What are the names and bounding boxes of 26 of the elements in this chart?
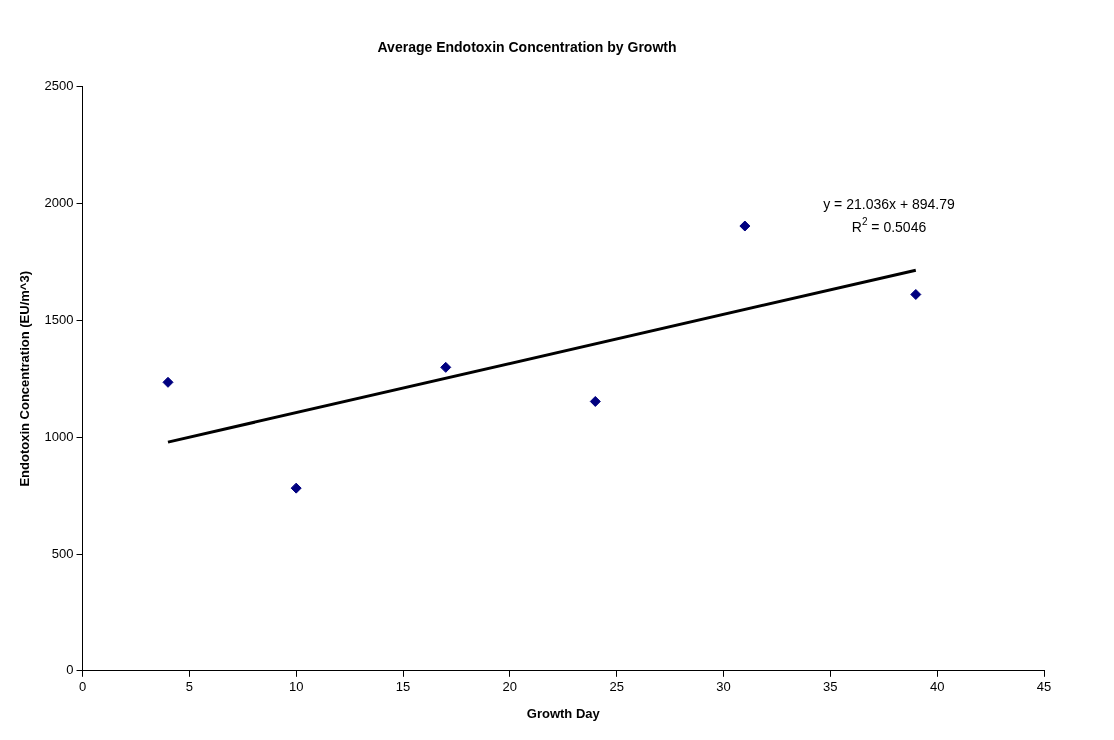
x-tick-label: 0 [78, 679, 87, 695]
x-tick-label: 5 [185, 679, 193, 695]
x-tick-label: 30 [716, 679, 731, 695]
x-tick-label: 10 [288, 679, 304, 695]
x-tick-label: 25 [609, 679, 624, 695]
point [910, 288, 922, 300]
point [162, 376, 174, 388]
point [739, 220, 751, 232]
y-tick-label: 1500 [44, 311, 74, 327]
x-tick-label: 20 [502, 679, 518, 695]
chart-title: Average Endotoxin Concentration by Growth [377, 39, 677, 56]
x-tick-label: 35 [823, 679, 838, 695]
annotation: y = 21.036x + 894.79 [823, 195, 955, 212]
y-tick-label: 1000 [44, 428, 74, 444]
point [589, 395, 601, 407]
x-tick-label: 15 [395, 679, 411, 695]
y-tick-label: 2000 [44, 195, 74, 211]
point [290, 482, 302, 494]
y-tick-label: 2500 [44, 78, 74, 94]
x-tick-label: 40 [929, 679, 945, 695]
y-tick-label: 500 [51, 545, 74, 561]
x-tick-label: 45 [1036, 679, 1052, 695]
x-axis-title: Growth Day [526, 705, 601, 721]
y-axis-title: Endotoxin Concentration (EU/m^3) [17, 271, 33, 487]
y-tick-label: 0 [66, 662, 74, 678]
point [440, 361, 452, 373]
